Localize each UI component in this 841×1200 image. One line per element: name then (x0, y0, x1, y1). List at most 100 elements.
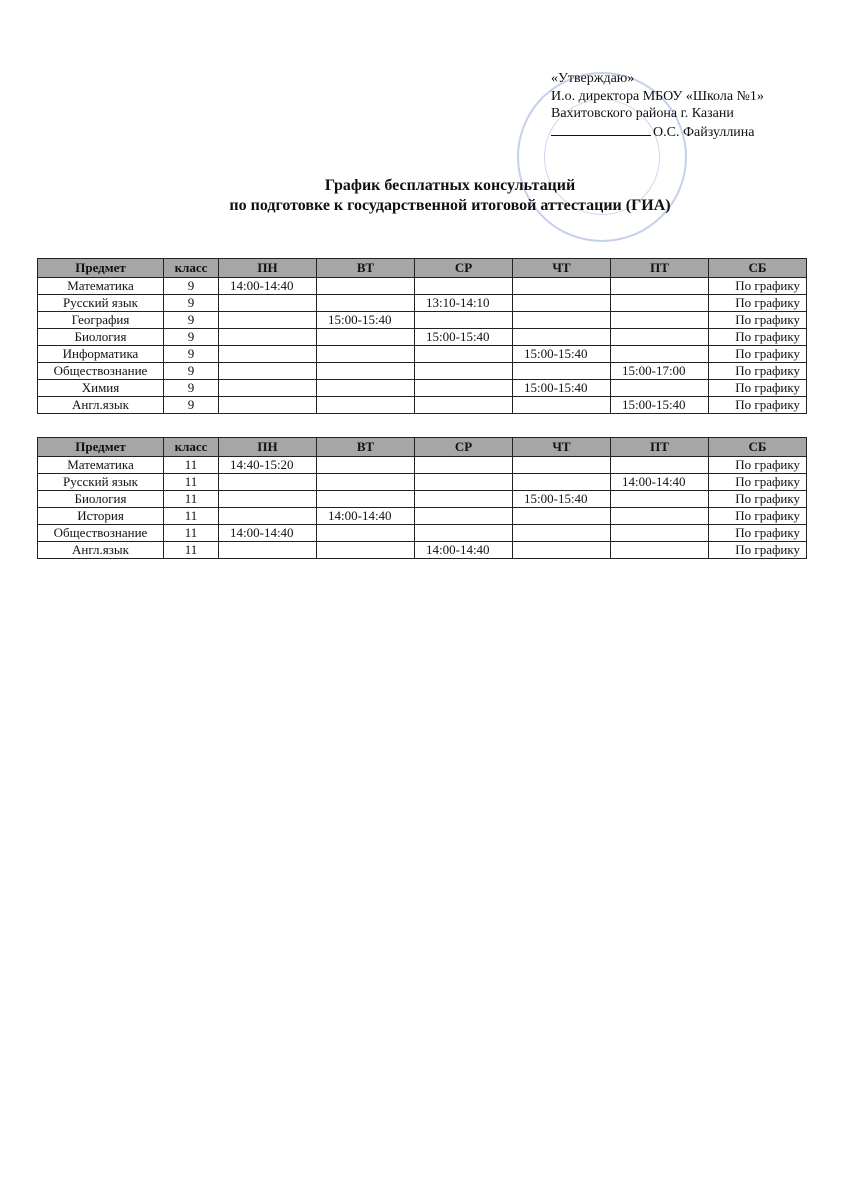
time-cell (414, 362, 513, 380)
grade-cell: 9 (163, 294, 219, 312)
header-cell: ВТ (316, 437, 415, 457)
time-cell (218, 379, 317, 397)
time-cell (414, 456, 513, 474)
time-cell (610, 311, 709, 329)
subject-cell: Англ.язык (37, 396, 164, 414)
header-cell: ЧТ (512, 437, 611, 457)
table-row: Обществознание 11 14:00-14:40 По графику (37, 524, 807, 542)
time-cell: 13:10-14:10 (414, 294, 513, 312)
time-cell: 15:00-15:40 (512, 345, 611, 363)
subject-cell: Обществознание (37, 524, 164, 542)
subject-cell: Англ.язык (37, 541, 164, 559)
approval-line: И.о. директора МБОУ «Школа №1» (551, 88, 764, 104)
table-row: Биология 9 15:00-15:40 По графику (37, 328, 807, 346)
time-cell: 15:00-15:40 (512, 490, 611, 508)
time-cell (316, 294, 415, 312)
time-cell (512, 524, 611, 542)
time-cell (218, 541, 317, 559)
grade-cell: 9 (163, 328, 219, 346)
time-cell (316, 379, 415, 397)
saturday-cell: По графику (708, 294, 807, 312)
table-row: Математика 11 14:40-15:20 По графику (37, 456, 807, 474)
time-cell (316, 541, 415, 559)
header-cell: ПТ (610, 437, 709, 457)
table-row: Химия 9 15:00-15:40 По графику (37, 379, 807, 397)
time-cell (512, 541, 611, 559)
grade-cell: 11 (163, 490, 219, 508)
grade-cell: 9 (163, 396, 219, 414)
time-cell (414, 490, 513, 508)
header-cell: СР (414, 258, 513, 278)
time-cell (512, 328, 611, 346)
grade-cell: 9 (163, 311, 219, 329)
grade-cell: 9 (163, 277, 219, 295)
subject-cell: Информатика (37, 345, 164, 363)
header-cell: ПТ (610, 258, 709, 278)
time-cell (316, 473, 415, 491)
time-cell (414, 507, 513, 525)
time-cell (218, 507, 317, 525)
time-cell: 15:00-15:40 (414, 328, 513, 346)
time-cell (316, 456, 415, 474)
time-cell (218, 473, 317, 491)
saturday-cell: По графику (708, 524, 807, 542)
time-cell (414, 524, 513, 542)
time-cell (414, 277, 513, 295)
time-cell (414, 379, 513, 397)
grade-cell: 11 (163, 507, 219, 525)
approval-line: Вахитовского района г. Казани (551, 106, 734, 121)
grade-cell: 11 (163, 456, 219, 474)
time-cell (610, 277, 709, 295)
table-row: Англ.язык 11 14:00-14:40 По графику (37, 541, 807, 559)
time-cell: 14:00-14:40 (218, 277, 317, 295)
table-row: География 9 15:00-15:40 По графику (37, 311, 807, 329)
time-cell (512, 362, 611, 380)
time-cell: 14:00-14:40 (414, 541, 513, 559)
header-cell: СБ (708, 437, 807, 457)
time-cell: 15:00-15:40 (610, 396, 709, 414)
header-cell: ВТ (316, 258, 415, 278)
header-cell: СР (414, 437, 513, 457)
time-cell (414, 311, 513, 329)
time-cell: 14:00-14:40 (316, 507, 415, 525)
time-cell (414, 473, 513, 491)
table-row: Информатика 9 15:00-15:40 По графику (37, 345, 807, 363)
time-cell (414, 345, 513, 363)
table-row: Биология 11 15:00-15:40 По графику (37, 490, 807, 508)
time-cell: 15:00-15:40 (512, 379, 611, 397)
title-line: График бесплатных консультаций (324, 177, 576, 194)
time-cell: 14:40-15:20 (218, 456, 317, 474)
time-cell (610, 345, 709, 363)
saturday-cell: По графику (708, 473, 807, 491)
subject-cell: Русский язык (37, 473, 164, 491)
grade-cell: 9 (163, 379, 219, 397)
time-cell: 14:00-14:40 (218, 524, 317, 542)
time-cell (512, 277, 611, 295)
stamp (517, 72, 687, 242)
grade-cell: 11 (163, 524, 219, 542)
time-cell (218, 328, 317, 346)
subject-cell: Биология (37, 328, 164, 346)
saturday-cell: По графику (708, 507, 807, 525)
time-cell (316, 362, 415, 380)
saturday-cell: По графику (708, 328, 807, 346)
time-cell (316, 396, 415, 414)
header-cell: ПН (218, 437, 317, 457)
saturday-cell: По графику (708, 379, 807, 397)
time-cell (218, 490, 317, 508)
saturday-cell: По графику (708, 456, 807, 474)
time-cell (218, 294, 317, 312)
signature-line: О.С. Файзуллина (551, 123, 764, 142)
time-cell (218, 362, 317, 380)
grade-cell: 11 (163, 473, 219, 491)
grade-cell: 9 (163, 362, 219, 380)
signature-underline (551, 123, 651, 136)
table-row: Русский язык 9 13:10-14:10 По графику (37, 294, 807, 312)
time-cell (512, 311, 611, 329)
time-cell (414, 396, 513, 414)
time-cell (512, 507, 611, 525)
subject-cell: История (37, 507, 164, 525)
schedule-table: Предмет класс ПН ВТ СР ЧТ ПТ СБ Математика 11 14:4… (37, 437, 807, 559)
schedule-table: Предмет класс ПН ВТ СР ЧТ ПТ СБ Математика 9 14:00… (37, 258, 807, 414)
time-cell (218, 396, 317, 414)
